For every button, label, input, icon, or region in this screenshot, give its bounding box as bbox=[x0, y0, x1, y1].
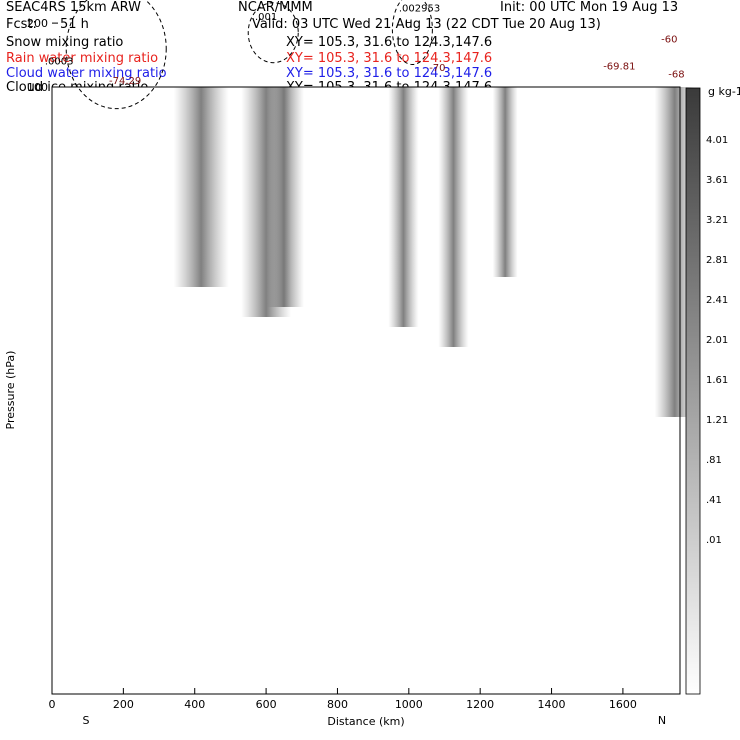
x-axis-title: Distance (km) bbox=[327, 715, 404, 728]
extremum-label: H bbox=[405, 18, 413, 29]
snow-shade-column bbox=[263, 87, 304, 307]
colorbar-label: 4.01 bbox=[706, 135, 728, 146]
colorbar-label: 1.21 bbox=[706, 415, 728, 426]
producer-label: NCAR/MMM bbox=[238, 0, 313, 15]
snow-shade-column bbox=[388, 87, 419, 327]
field-label-snow: Snow mixing ratio bbox=[6, 35, 124, 50]
plot-frame bbox=[51, 86, 681, 695]
isotherm-label: -74.29 bbox=[109, 76, 141, 87]
isotherm-label: -69.81 bbox=[603, 62, 635, 73]
y-tick-label: 100 bbox=[27, 81, 48, 94]
model-title: SEAC4RS 15km ARW bbox=[6, 0, 142, 15]
forecast-label: Fcst: bbox=[6, 17, 37, 32]
plot-area bbox=[52, 87, 680, 694]
cloud-ice-contour bbox=[65, 0, 167, 110]
x-tick-label: 800 bbox=[327, 698, 348, 711]
colorbar-label: .41 bbox=[706, 495, 722, 506]
colorbar-label: 2.01 bbox=[706, 335, 728, 346]
colorbar bbox=[685, 87, 701, 695]
extremum-label: .002953 bbox=[399, 4, 440, 15]
cloud-ice-contour bbox=[391, 0, 433, 65]
colorbar-label: 2.41 bbox=[706, 295, 728, 306]
valid-time: Valid: 03 UTC Wed 21 Aug 13 (22 CDT Tue … bbox=[252, 17, 601, 32]
extremum-label: .0003 bbox=[45, 57, 74, 68]
colorbar-label: 3.61 bbox=[706, 175, 728, 186]
x-tick-label: 400 bbox=[184, 698, 205, 711]
colorbar-label: 1.61 bbox=[706, 375, 728, 386]
x-tick-label: 600 bbox=[256, 698, 277, 711]
colorbar-label: .01 bbox=[706, 535, 722, 546]
x-tick-label: 0 bbox=[49, 698, 56, 711]
x-tick-label: 1200 bbox=[466, 698, 494, 711]
field-label-rain: Rain water mixing ratio bbox=[6, 51, 159, 66]
isotherm-label: -70 bbox=[429, 63, 445, 74]
y-tick-label: 200 bbox=[27, 17, 48, 30]
x-tick-label: 1400 bbox=[538, 698, 566, 711]
endpoint-north: N bbox=[658, 714, 666, 727]
colorbar-label: .81 bbox=[706, 455, 722, 466]
x-tick-label: 1000 bbox=[395, 698, 423, 711]
forecast-hours: 51 h bbox=[60, 17, 89, 32]
endpoint-south: S bbox=[83, 714, 90, 727]
colorbar-unit: g kg-1 bbox=[708, 85, 740, 98]
snow-shade-column bbox=[492, 87, 518, 277]
init-time: Init: 00 UTC Mon 19 Aug 13 bbox=[500, 0, 679, 15]
snow-shade-column bbox=[173, 87, 229, 287]
field-label-cloud-water: Cloud water mixing ratio bbox=[6, 66, 167, 81]
x-tick-label: 1600 bbox=[609, 698, 637, 711]
extremum-label: .001 bbox=[255, 12, 277, 23]
x-tick-label: 200 bbox=[113, 698, 134, 711]
field-xy-cloud-water: XY= 105.3, 31.6 to 124.3,147.6 bbox=[286, 66, 493, 81]
y-axis-title: Pressure (hPa) bbox=[4, 351, 17, 430]
colorbar-label: 3.21 bbox=[706, 215, 728, 226]
isotherm-label: -68 bbox=[668, 69, 684, 80]
snow-shade-column bbox=[438, 87, 469, 347]
colorbar-label: 2.81 bbox=[706, 255, 728, 266]
isotherm-label: -60 bbox=[661, 34, 677, 45]
field-xy-snow: XY= 105.3, 31.6 to 124.3,147.6 bbox=[286, 35, 493, 50]
cloud-ice-contour bbox=[247, 2, 299, 64]
